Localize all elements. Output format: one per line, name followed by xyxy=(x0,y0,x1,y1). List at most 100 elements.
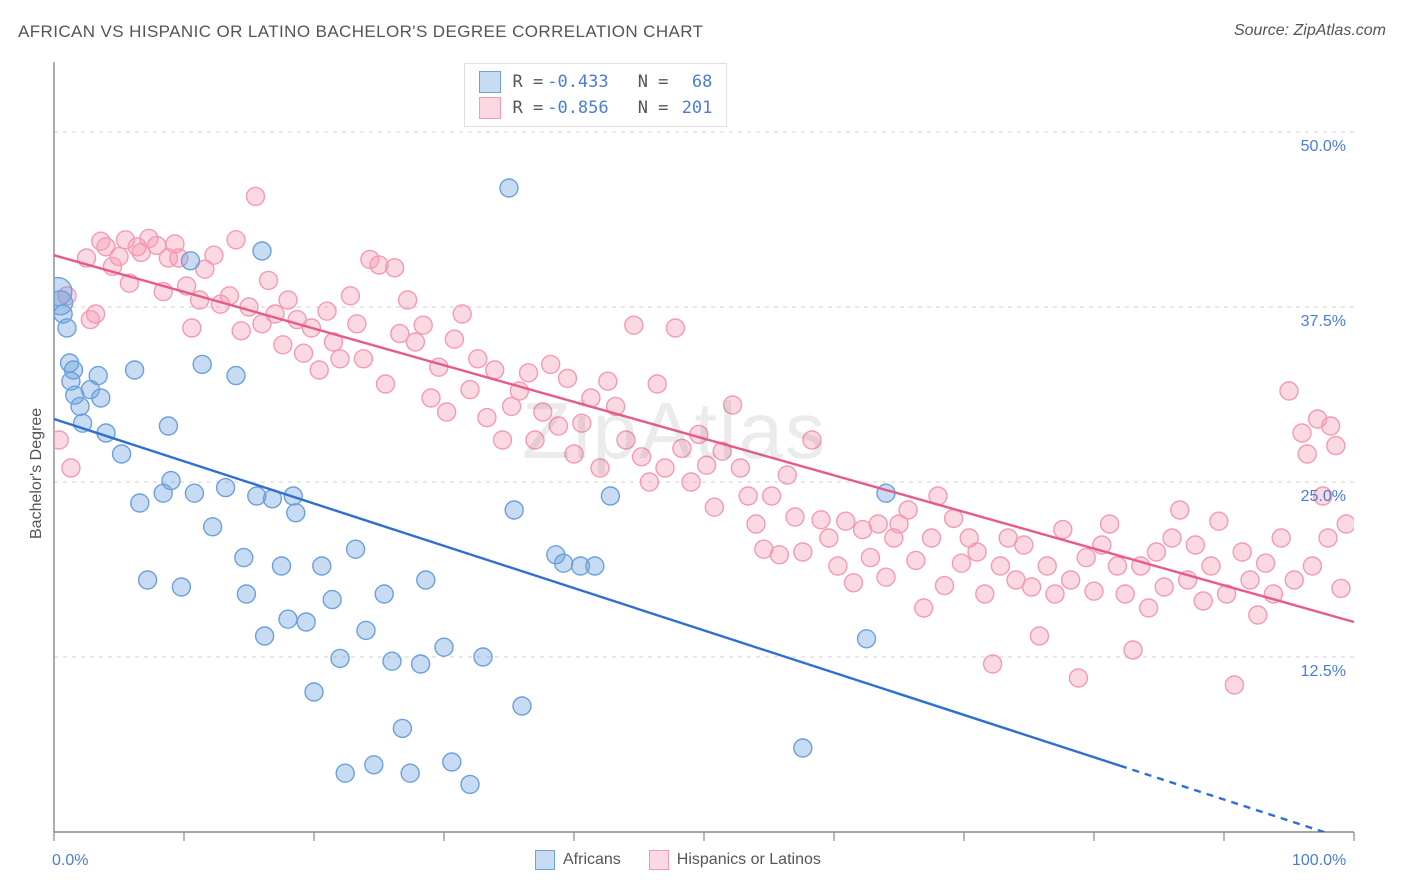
x-tick-label: 0.0% xyxy=(52,852,88,870)
hispanics-point xyxy=(1293,424,1311,442)
hispanics-point xyxy=(1171,501,1189,519)
hispanics-point xyxy=(617,431,635,449)
hispanics-point xyxy=(1116,585,1134,603)
hispanics-point xyxy=(625,316,643,334)
hispanics-point xyxy=(1225,676,1243,694)
hispanics-point xyxy=(279,291,297,309)
africans-point xyxy=(89,367,107,385)
africans-point xyxy=(113,445,131,463)
x-tick-label: 100.0% xyxy=(1292,852,1346,870)
hispanics-point xyxy=(1140,599,1158,617)
hispanics-point xyxy=(318,302,336,320)
hispanics-point xyxy=(747,515,765,533)
hispanics-point xyxy=(803,431,821,449)
africans-point xyxy=(417,571,435,589)
africans-point xyxy=(182,252,200,270)
hispanics-point xyxy=(820,529,838,547)
hispanics-point xyxy=(656,459,674,477)
hispanics-point xyxy=(520,364,538,382)
hispanics-point xyxy=(1210,512,1228,530)
hispanics-point xyxy=(87,305,105,323)
africans-point xyxy=(253,242,271,260)
hispanics-point xyxy=(869,515,887,533)
hispanics-point xyxy=(770,546,788,564)
hispanics-point xyxy=(341,287,359,305)
hispanics-point xyxy=(1101,515,1119,533)
africans-point xyxy=(126,361,144,379)
hispanics-point xyxy=(1038,557,1056,575)
hispanics-point xyxy=(861,549,879,567)
africans-point xyxy=(58,319,76,337)
africans-point xyxy=(193,355,211,373)
hispanics-point xyxy=(386,259,404,277)
stat-N-value: 68 xyxy=(672,70,712,94)
africans-point xyxy=(794,739,812,757)
hispanics-point xyxy=(1337,515,1355,533)
hispanics-point xyxy=(945,509,963,527)
africans-point xyxy=(412,655,430,673)
hispanics-point xyxy=(778,466,796,484)
stat-R-label: R = xyxy=(513,96,544,120)
africans-point xyxy=(555,554,573,572)
africans-point xyxy=(92,389,110,407)
hispanics-point xyxy=(565,445,583,463)
africans-point xyxy=(586,557,604,575)
hispanics-point xyxy=(1046,585,1064,603)
africans-point xyxy=(185,484,203,502)
hispanics-point xyxy=(845,574,863,592)
hispanics-point xyxy=(1319,529,1337,547)
hispanics-point xyxy=(445,330,463,348)
hispanics-point xyxy=(1327,437,1345,455)
hispanics-point xyxy=(915,599,933,617)
hispanics-point xyxy=(1233,543,1251,561)
stat-R-value: -0.433 xyxy=(547,70,617,94)
hispanics-point xyxy=(240,298,258,316)
hispanics-point xyxy=(331,350,349,368)
hispanics-point xyxy=(952,554,970,572)
africans-point xyxy=(336,764,354,782)
hispanics-point xyxy=(1272,529,1290,547)
africans-point xyxy=(256,627,274,645)
hispanics-point xyxy=(1163,529,1181,547)
africans-point xyxy=(65,361,83,379)
africans-legend-swatch-icon xyxy=(535,850,555,870)
stat-R-value: -0.856 xyxy=(547,96,617,120)
hispanics-point xyxy=(260,271,278,289)
africans-point xyxy=(858,630,876,648)
stats-row-africans: R =-0.433 N =68 xyxy=(479,70,713,94)
africans-point xyxy=(393,719,411,737)
hispanics-point xyxy=(478,409,496,427)
africans-point xyxy=(71,397,89,415)
hispanics-point xyxy=(899,501,917,519)
hispanics-point xyxy=(1202,557,1220,575)
hispanics-point xyxy=(1108,557,1126,575)
hispanics-point xyxy=(1085,582,1103,600)
hispanics-point xyxy=(494,431,512,449)
hispanics-point xyxy=(1249,606,1267,624)
hispanics-point xyxy=(310,361,328,379)
africans-point xyxy=(248,487,266,505)
africans-swatch-icon xyxy=(479,71,501,93)
scatter-chart xyxy=(0,0,1406,892)
hispanics-point xyxy=(1285,571,1303,589)
hispanics-point xyxy=(705,498,723,516)
hispanics-point xyxy=(183,319,201,337)
hispanics-point xyxy=(739,487,757,505)
hispanics-point xyxy=(1062,571,1080,589)
africans-point xyxy=(204,518,222,536)
africans-point xyxy=(474,648,492,666)
africans-point xyxy=(217,479,235,497)
hispanics-point xyxy=(837,512,855,530)
hispanics-point xyxy=(295,344,313,362)
africans-point xyxy=(297,613,315,631)
africans-point xyxy=(313,557,331,575)
legend-label: Africans xyxy=(563,851,621,868)
y-tick-label: 25.0% xyxy=(1301,488,1346,506)
hispanics-point xyxy=(414,316,432,334)
hispanics-point xyxy=(348,315,366,333)
hispanics-point xyxy=(247,187,265,205)
hispanics-point xyxy=(682,473,700,491)
africans-point xyxy=(877,484,895,502)
hispanics-point xyxy=(227,231,245,249)
africans-point xyxy=(347,540,365,558)
